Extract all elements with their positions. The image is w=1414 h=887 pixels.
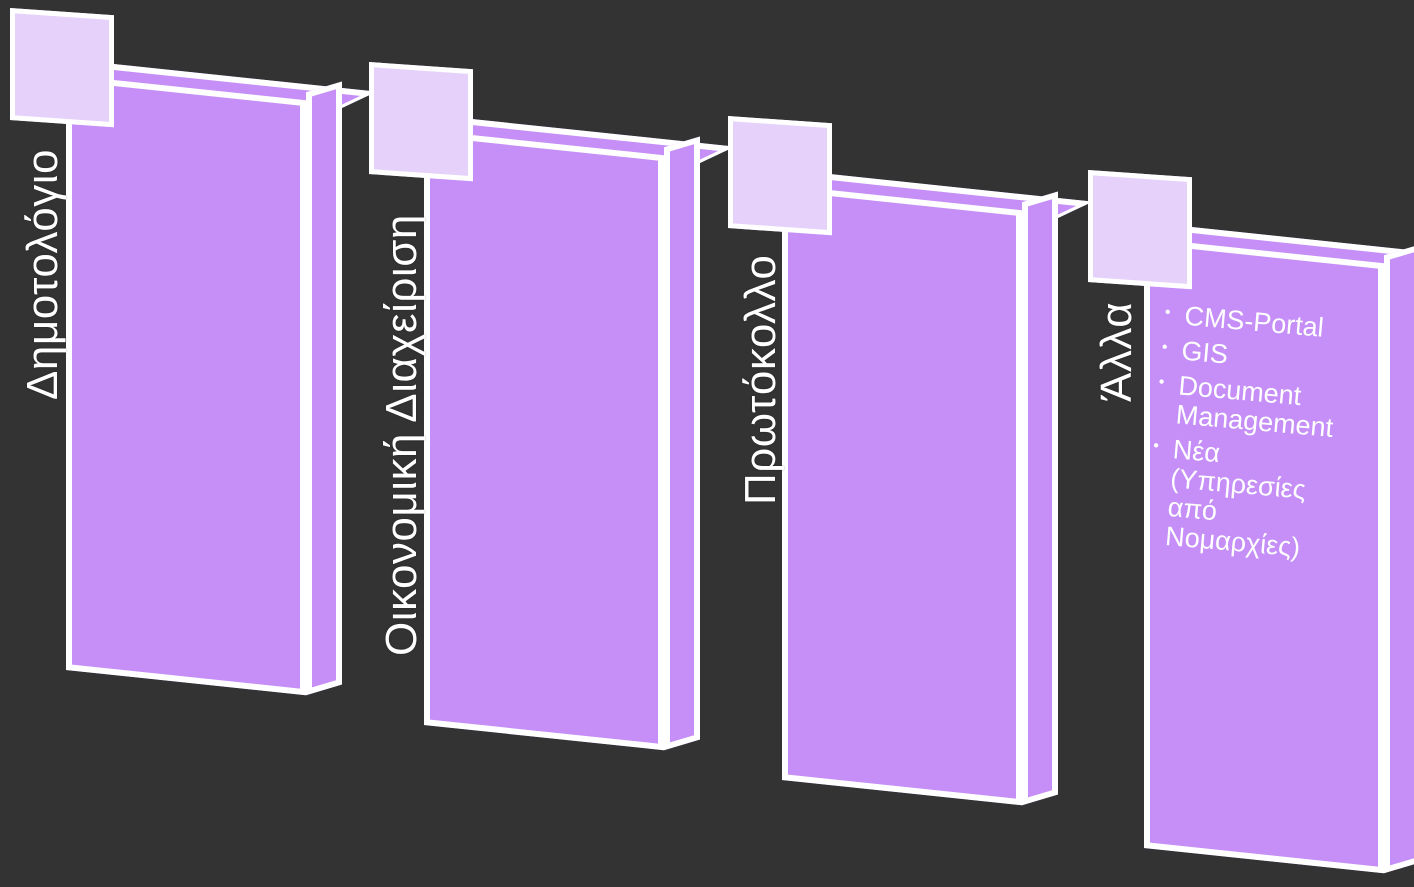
list-item: • Document Management: [1155, 370, 1349, 444]
card-side: [664, 136, 700, 751]
other-items-list: • CMS-Portal • GIS • Document Management • Ν…: [1144, 300, 1356, 572]
column-card-3: [782, 172, 1093, 806]
card-front: [424, 130, 664, 751]
column-tab-2: [369, 62, 473, 182]
column-label-1: Δημοτολόγιο: [18, 148, 67, 400]
column-tab-3: [728, 116, 832, 236]
column-label-2: Οικονομική Διαχείριση: [377, 214, 426, 656]
card-front: [782, 185, 1022, 806]
bullet-icon: •: [1164, 303, 1172, 322]
bullet-icon: •: [1161, 338, 1169, 357]
column-tab-4: [1088, 170, 1192, 290]
column-card-1: [66, 62, 377, 696]
card-side: [306, 81, 342, 696]
card-side: [1384, 244, 1414, 874]
column-label-4: Άλλα: [1092, 301, 1141, 402]
list-item: • Νέα (Υπηρεσίες από Νομαρχίες): [1144, 433, 1343, 565]
column-tab-1: [10, 8, 114, 128]
bullet-icon: •: [1152, 437, 1160, 455]
card-front: [66, 75, 306, 696]
column-label-3: Πρωτόκολλο: [736, 254, 785, 505]
card-side: [1022, 191, 1058, 806]
bullet-icon: •: [1158, 373, 1166, 392]
column-card-2: [424, 117, 735, 751]
